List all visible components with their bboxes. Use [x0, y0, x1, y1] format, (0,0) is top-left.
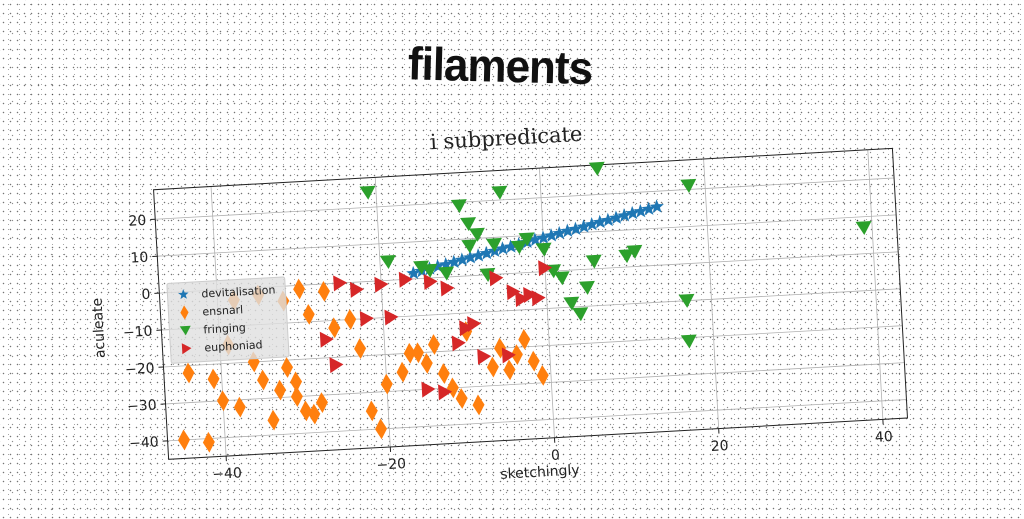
- ensnarl-point: [486, 356, 499, 377]
- y-tick-label: 20: [128, 213, 147, 230]
- euphoniad-point: [421, 381, 435, 398]
- ensnarl-point: [267, 409, 280, 430]
- ensnarl-point: [256, 369, 269, 390]
- fringing-point: [359, 186, 376, 200]
- ensnarl-point: [472, 394, 485, 415]
- ensnarl-point: [207, 368, 220, 389]
- x-gridline: [539, 168, 554, 438]
- fringing-point: [680, 179, 697, 193]
- y-tick-label: −40: [129, 434, 159, 452]
- euphoniad-point: [489, 270, 503, 287]
- fringing-point: [579, 281, 596, 295]
- fringing-point: [491, 186, 508, 200]
- scatter-chart: i subpredicate −40 −20 0 20 40 20 10 0 −10 −20 −3…: [70, 71, 951, 518]
- x-tick-label: 40: [875, 429, 894, 446]
- fringing-point: [856, 221, 873, 235]
- ensnarl-point: [216, 390, 229, 411]
- euphoniad-point: [360, 310, 374, 327]
- y-tick-label: 10: [130, 250, 149, 267]
- x-tick-label: −40: [212, 465, 242, 483]
- euphoniad-point: [467, 315, 481, 332]
- euphoniad-point: [329, 356, 343, 373]
- ensnarl-point: [374, 418, 387, 439]
- y-tick-label: 0: [141, 287, 151, 303]
- x-gridline: [868, 150, 883, 420]
- y-axis-label: aculeate: [90, 297, 109, 358]
- fringing-point: [554, 271, 571, 285]
- fringing-point: [589, 162, 606, 176]
- ensnarl-point: [365, 400, 378, 421]
- y-tick-label: −10: [123, 324, 153, 342]
- ensnarl-point: [293, 278, 306, 299]
- y-tick-label: −30: [127, 397, 157, 415]
- y-ticks: 20 10 0 −10 −20 −30 −40: [116, 212, 168, 452]
- fringing-point: [380, 255, 397, 269]
- euphoniad-point: [384, 309, 398, 326]
- euphoniad-point: [440, 280, 454, 297]
- ensnarl-point: [437, 363, 450, 384]
- chart-title: i subpredicate: [429, 122, 582, 154]
- fringing-point: [586, 255, 603, 269]
- ensnarl-point: [396, 361, 409, 382]
- chart-area: i subpredicate −40 −20 0 20 40 20 10 0 −10 −20 −3…: [70, 71, 951, 518]
- fringing-point: [461, 239, 478, 253]
- series-fringing: [359, 147, 878, 366]
- ensnarl-point: [344, 309, 357, 330]
- fringing-point: [451, 199, 468, 213]
- legend-label-fringing: fringing: [203, 321, 246, 336]
- ensnarl-point: [202, 432, 215, 453]
- x-gridline: [704, 159, 719, 429]
- euphoniad-point: [333, 275, 347, 292]
- x-tick-label: −20: [376, 456, 406, 474]
- ensnarl-point: [527, 350, 540, 371]
- x-tick-label: 0: [551, 447, 561, 463]
- euphoniad-point: [532, 289, 546, 306]
- fringing-point: [438, 267, 455, 281]
- legend-label-ensnarl: ensnarl: [202, 303, 243, 318]
- ensnarl-point: [177, 429, 190, 450]
- euphoniad-point: [350, 281, 364, 298]
- x-axis-label: sketchingly: [500, 462, 580, 482]
- fringing-point: [572, 307, 589, 321]
- fringing-point: [681, 334, 698, 348]
- ensnarl-point: [289, 371, 302, 392]
- fringing-point: [536, 243, 553, 257]
- x-tick-label: 20: [710, 438, 729, 455]
- y-tick-label: −20: [125, 361, 155, 379]
- ensnarl-point: [503, 359, 516, 380]
- y-gridline: [155, 178, 894, 219]
